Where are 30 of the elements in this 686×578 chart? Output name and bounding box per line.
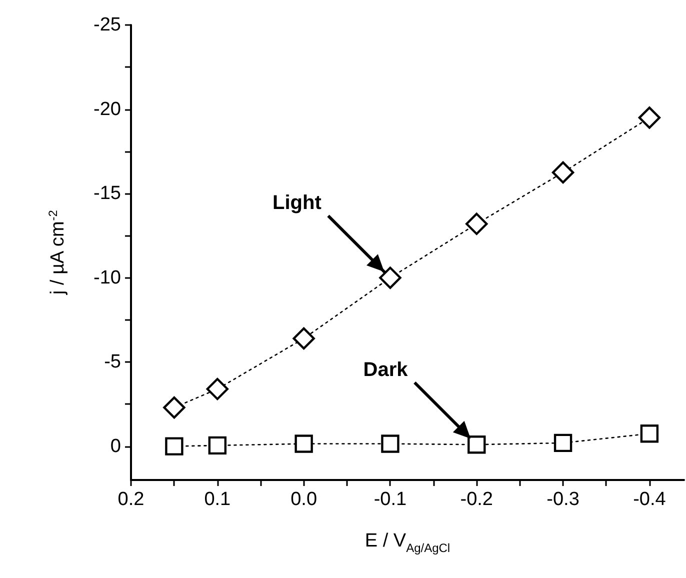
- point: [381, 434, 400, 453]
- y-tick-label: 0: [110, 436, 121, 457]
- point: [640, 424, 659, 443]
- point: [292, 327, 315, 350]
- point: [468, 436, 486, 454]
- x-tick-label: -0.1: [374, 489, 407, 510]
- point: [638, 106, 661, 129]
- y-tick-label: -20: [94, 98, 121, 120]
- y-tick-label: -25: [94, 14, 121, 36]
- x-tick-label: 0.0: [290, 489, 318, 510]
- annotation: Dark: [363, 358, 409, 381]
- point: [379, 266, 402, 289]
- y-axis-title: j / µA cm-2: [46, 210, 68, 296]
- point: [208, 436, 227, 455]
- point: [554, 434, 572, 452]
- x-tick-label: -0.3: [546, 489, 580, 510]
- point: [163, 396, 186, 419]
- x-tick-label: -0.2: [460, 489, 493, 510]
- point: [206, 378, 229, 400]
- point: [165, 437, 184, 456]
- point: [294, 434, 313, 453]
- x-tick-label: 0.1: [204, 489, 231, 510]
- point: [466, 212, 488, 235]
- annotation: Light: [272, 192, 322, 214]
- x-tick-label: 0.2: [118, 489, 144, 510]
- y-tick-label: -10: [94, 267, 121, 288]
- y-tick-label: -15: [94, 183, 121, 204]
- point: [552, 161, 574, 184]
- y-tick-label: -5: [104, 352, 121, 373]
- x-tick-label: -0.4: [633, 489, 666, 510]
